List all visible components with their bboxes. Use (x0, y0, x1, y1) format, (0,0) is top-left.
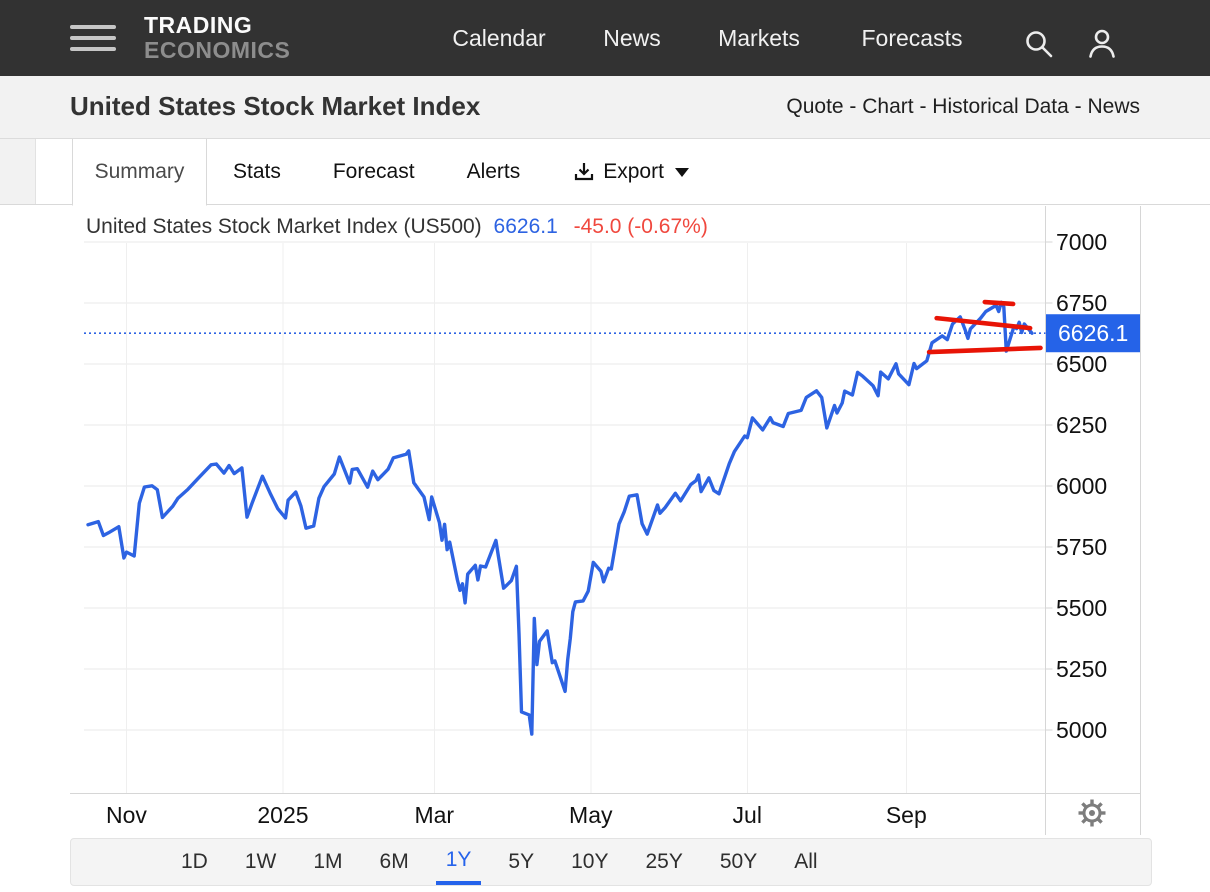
instrument-name: United States Stock Market Index (US500) (86, 215, 482, 238)
brand-logo[interactable]: TRADING ECONOMICS (144, 13, 290, 63)
y-tick-label: 5250 (1056, 656, 1107, 682)
chart-plot-area[interactable] (84, 242, 1046, 794)
quick-links[interactable]: Quote - Chart - Historical Data - News (786, 95, 1140, 118)
page-header: United States Stock Market Index Quote -… (0, 76, 1210, 139)
export-label: Export (603, 160, 664, 183)
y-tick-label: 6000 (1056, 473, 1107, 499)
y-tick-label: 6750 (1056, 290, 1107, 316)
page-title: United States Stock Market Index (70, 91, 481, 121)
tab-alerts[interactable]: Alerts (466, 160, 521, 183)
chart-header: United States Stock Market Index (US500)… (86, 215, 708, 239)
tab-summary[interactable]: Summary (72, 139, 207, 206)
range-all[interactable]: All (794, 850, 818, 873)
red-trend-line (934, 315, 1033, 331)
brand-bottom: ECONOMICS (144, 37, 291, 63)
y-tick-label: 6250 (1056, 412, 1107, 438)
chart-settings-gear-icon[interactable] (1076, 797, 1108, 829)
chevron-down-icon (674, 167, 689, 177)
range-10y[interactable]: 10Y (571, 850, 609, 873)
nav-link-calendar[interactable]: Calendar (452, 25, 546, 51)
price-change: -45.0 (-0.67%) (573, 215, 708, 238)
range-1d[interactable]: 1D (181, 850, 208, 873)
export-button[interactable]: Export (546, 139, 715, 205)
y-tick-label: 6500 (1056, 351, 1107, 377)
y-tick-label: 5000 (1056, 717, 1107, 743)
range-5y[interactable]: 5Y (508, 850, 535, 873)
range-50y[interactable]: 50Y (719, 850, 758, 873)
y-tick-label: 7000 (1056, 229, 1107, 255)
red-trend-line (982, 299, 1016, 307)
last-price: 6626.1 (493, 215, 558, 238)
y-tick-label: 5750 (1056, 534, 1107, 560)
x-tick-label: Jul (733, 802, 762, 828)
range-toolbar: 1D 1W 1M 6M 1Y 5Y 10Y 25Y 50Y All (70, 838, 1152, 886)
range-25y[interactable]: 25Y (645, 850, 683, 873)
top-navbar: TRADING ECONOMICS Calendar News Markets … (0, 0, 1210, 76)
left-gutter (0, 139, 36, 204)
tab-bar: Summary Stats Forecast Alerts Export (0, 139, 1210, 206)
range-6m[interactable]: 6M (379, 850, 409, 873)
nav-link-markets[interactable]: Markets (718, 25, 800, 51)
x-tick-label: May (569, 802, 613, 828)
range-1m[interactable]: 1M (313, 850, 343, 873)
search-icon[interactable] (1023, 28, 1055, 60)
nav-link-news[interactable]: News (603, 25, 661, 51)
price-chart[interactable]: 5000 5250 5500 5750 6000 6250 6500 6750 7000 Nov 2… (0, 205, 1210, 835)
x-tick-label: 2025 (257, 802, 308, 828)
range-1w[interactable]: 1W (244, 850, 277, 873)
brand-top: TRADING (144, 12, 253, 38)
price-label-box (1046, 314, 1140, 353)
hamburger-menu-icon[interactable] (70, 25, 116, 52)
y-tick-label: 5500 (1056, 595, 1107, 621)
x-tick-label: Sep (886, 802, 927, 828)
download-icon (575, 163, 594, 181)
x-tick-label: Mar (414, 802, 454, 828)
x-tick-label: Nov (106, 802, 147, 828)
nav-link-forecasts[interactable]: Forecasts (861, 25, 963, 51)
price-series-line (86, 300, 1034, 736)
tab-forecast[interactable]: Forecast (332, 160, 415, 183)
user-account-icon[interactable] (1086, 28, 1118, 60)
tab-stats[interactable]: Stats (233, 160, 281, 183)
price-label-text: 6626.1 (1058, 320, 1128, 346)
red-trend-line (926, 345, 1043, 355)
range-1y[interactable]: 1Y (435, 839, 482, 885)
